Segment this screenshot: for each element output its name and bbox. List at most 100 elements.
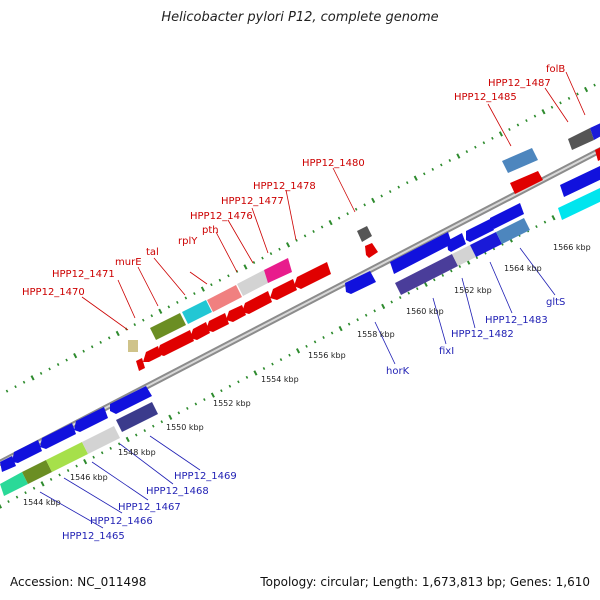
gene-label[interactable]: tal [146,247,159,258]
gene-label[interactable]: HPP12_1485 [454,92,517,103]
gene-label[interactable]: murE [115,257,142,268]
minor-tick [474,145,477,149]
gene-box[interactable] [568,128,594,150]
minor-tick [422,172,426,176]
gene-label[interactable]: fixI [439,346,454,357]
gene-arrow[interactable] [345,271,376,294]
gene-label[interactable]: folB [546,64,565,75]
minor-tick [49,477,53,481]
gene-box[interactable] [82,426,120,454]
major-tick [338,325,343,332]
gene-box[interactable] [128,340,138,352]
gene-label[interactable]: HPP12_1480 [302,158,365,169]
gene-box[interactable] [502,148,538,173]
minor-tick [559,101,562,105]
gene-arrow[interactable] [294,262,331,289]
minor-tick [100,451,104,455]
gene-label[interactable]: HPP12_1468 [146,486,209,497]
map-title: Helicobacter pylori P12, complete genome [161,10,439,25]
gene-arrow[interactable] [143,346,161,362]
gene-arrow[interactable] [560,166,600,197]
gene-box[interactable] [150,313,186,340]
gene-arrow[interactable] [110,386,152,414]
gene-box[interactable] [496,218,530,244]
minor-tick [448,159,452,162]
minor-tick [373,309,376,313]
gene-box[interactable] [470,232,502,257]
gene-arrow[interactable] [490,203,524,229]
gene-label[interactable]: HPP12_1465 [62,531,125,542]
gene-box[interactable] [46,442,88,472]
gene-label[interactable]: HPP12_1487 [488,78,551,89]
gene-arrow[interactable] [74,407,108,432]
gene-arrow[interactable] [0,456,16,472]
gene-box[interactable] [237,270,270,296]
gene-arrow[interactable] [226,305,246,322]
minor-tick [184,296,188,300]
minor-tick [65,358,68,362]
minor-tick [405,181,409,185]
minor-tick [48,367,51,371]
gene-label[interactable]: HPP12_1467 [118,502,181,513]
gene-box[interactable] [558,188,600,220]
gene-arrow[interactable] [206,313,229,332]
minor-tick [167,305,171,309]
gene-label[interactable]: HPP12_1478 [253,181,316,192]
gene-label[interactable]: gltS [546,297,565,308]
gene-arrow[interactable] [242,291,272,314]
gene-box[interactable] [357,226,372,242]
gene-arrow[interactable] [40,423,76,449]
minor-tick [22,380,26,384]
gene-box[interactable] [590,121,600,140]
kbp-label: 1546 kbp [70,473,108,482]
minor-tick [176,300,179,304]
gene-arrow[interactable] [136,358,145,371]
gene-label[interactable]: HPP12_1466 [90,516,153,527]
gene-arrow[interactable] [157,330,194,356]
gene-label[interactable]: HPP12_1470 [22,287,85,298]
kbp-label: 1564 kbp [504,264,542,273]
kbp-label: 1560 kbp [406,307,444,316]
gene-label[interactable]: HPP12_1482 [451,329,514,340]
minor-tick [14,385,17,389]
gene-box[interactable] [207,285,242,312]
gene-label[interactable]: HPP12_1477 [221,196,284,207]
minor-tick [107,336,111,340]
major-tick [371,197,376,204]
gene-arrow[interactable] [466,219,494,242]
gene-label[interactable]: rplY [178,236,198,247]
gene-box[interactable] [395,254,458,295]
gene-arrow[interactable] [365,243,378,258]
minor-tick [567,96,571,100]
minor-tick [516,123,520,127]
gene-label[interactable]: pth [202,225,219,236]
minor-tick [218,278,222,282]
minor-tick [56,363,60,366]
gene-box[interactable] [22,460,52,484]
minor-tick [269,252,273,256]
kbp-label: 1544 kbp [23,498,61,507]
gene-box[interactable] [182,300,212,324]
gene-box[interactable] [0,472,28,496]
kbp-label: 1562 kbp [454,286,492,295]
minor-tick [82,349,85,353]
gene-box[interactable] [116,402,158,432]
minor-tick [58,473,61,477]
gene-box[interactable] [452,245,476,266]
gene-label[interactable]: horK [386,366,410,377]
minor-tick [143,429,147,433]
gene-box[interactable] [264,258,292,283]
minor-tick [593,83,596,87]
gene-label[interactable]: HPP12_1483 [485,315,548,326]
minor-tick [186,406,189,410]
gene-arrow[interactable] [390,232,452,274]
gene-arrow[interactable] [510,171,543,194]
gene-arrow[interactable] [270,279,297,300]
gene-label[interactable]: HPP12_1471 [52,269,115,280]
gene-label[interactable]: HPP12_1469 [174,471,237,482]
gene-arrow[interactable] [595,143,600,161]
gene-label[interactable]: HPP12_1476 [190,211,253,222]
gene-arrow[interactable] [190,322,210,340]
gene-arrow[interactable] [447,233,466,252]
gene-arrow[interactable] [12,440,42,463]
